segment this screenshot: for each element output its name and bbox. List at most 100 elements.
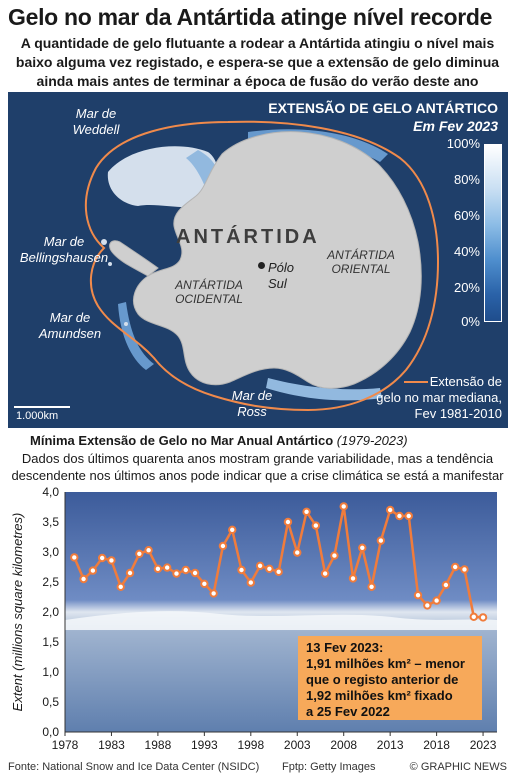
- median-extent-key: Extensão de gelo no mar mediana, Fev 198…: [368, 374, 502, 422]
- label-south-pole: Pólo Sul: [268, 260, 294, 292]
- ross-ice: [266, 378, 382, 401]
- x-tick-label: 2003: [284, 738, 311, 752]
- data-point: [385, 505, 395, 515]
- median-key-swatch: [404, 381, 428, 383]
- data-point: [469, 612, 478, 622]
- sea-label-line: Mar de: [231, 388, 273, 403]
- region-label-line: ANTÁRTIDA: [327, 248, 395, 262]
- region-label-line: OCIDENTAL: [175, 292, 243, 306]
- data-point: [348, 574, 358, 583]
- region-label-line: ORIENTAL: [331, 262, 391, 276]
- annotation-line: a 25 Fev 2022: [306, 704, 390, 719]
- ice-floe: [124, 322, 128, 326]
- data-point: [376, 536, 386, 545]
- data-point: [153, 564, 163, 574]
- label-weddell-sea: Mar de Weddell: [56, 106, 136, 138]
- label-ross-sea: Mar de Ross: [212, 388, 292, 420]
- record-low-annotation: 13 Fev 2023: 1,91 milhões km² – menor qu…: [298, 636, 482, 720]
- data-point: [228, 525, 237, 534]
- data-point: [367, 582, 376, 592]
- chart-title-years: (1979-2023): [336, 433, 408, 448]
- sea-label-line: Bellingshausen: [19, 250, 109, 265]
- source-credit: Fonte: National Snow and Ice Data Center…: [8, 761, 260, 773]
- ice-floe: [101, 239, 107, 245]
- antarctica-landmass: [133, 131, 422, 389]
- data-point: [441, 580, 451, 590]
- sea-label-line: Mar de: [49, 310, 91, 325]
- data-point: [125, 568, 135, 578]
- ice-concentration-legend: [484, 144, 502, 322]
- data-point: [70, 553, 79, 562]
- west-coast-ice: [118, 302, 154, 370]
- data-point: [274, 567, 283, 577]
- data-point: [162, 563, 172, 572]
- data-point: [246, 578, 256, 587]
- data-point: [413, 591, 423, 600]
- data-point: [209, 589, 218, 598]
- data-point: [339, 502, 348, 511]
- data-point: [395, 511, 404, 521]
- label-bellingshausen-sea: Mar de Bellingshausen: [10, 234, 118, 266]
- data-point: [107, 556, 116, 565]
- chart-description: Dados dos últimos quarenta anos mostram …: [0, 450, 515, 484]
- legend-label: 20%: [453, 280, 480, 295]
- y-tick-label: 3,0: [42, 545, 59, 559]
- sea-ice-extent-chart: 0,0 0,5 1,0 1,5 2,0 2,5 3,0 3,5 4,0 1978 1983 1988…: [10, 485, 497, 752]
- median-key-line: gelo no mar mediana,: [376, 390, 502, 405]
- y-tick-label: 2,0: [42, 605, 59, 619]
- data-point: [302, 507, 311, 516]
- pole-label-line: Sul: [268, 276, 287, 291]
- data-point: [172, 569, 181, 578]
- legend-label: 100%: [446, 136, 480, 151]
- x-tick-label: 1983: [98, 738, 125, 752]
- median-key-line: Fev 1981-2010: [414, 406, 502, 421]
- x-tick-label: 2013: [377, 738, 404, 752]
- data-point: [255, 561, 265, 571]
- y-tick-label: 1,0: [42, 665, 59, 679]
- data-point: [135, 549, 144, 559]
- data-point: [218, 541, 228, 551]
- x-tick-label: 2018: [423, 738, 450, 752]
- data-point: [97, 553, 107, 563]
- legend-label: 40%: [453, 244, 480, 259]
- sea-label-line: Amundsen: [38, 326, 102, 341]
- data-point: [237, 565, 246, 575]
- page-subtitle: A quantidade de gelo flutuante a rodear …: [0, 34, 515, 91]
- data-point: [79, 574, 88, 584]
- region-label-line: ANTÁRTIDA: [175, 278, 243, 292]
- subtitle-line: A quantidade de gelo flutuante a rodear …: [20, 35, 495, 51]
- annotation-line: 13 Fev 2023:: [306, 640, 384, 655]
- y-axis: 0,0 0,5 1,0 1,5 2,0 2,5 3,0 3,5 4,0: [42, 485, 66, 739]
- label-amundsen-sea: Mar de Amundsen: [30, 310, 110, 342]
- sea-label-line: Weddell: [72, 122, 120, 137]
- x-axis: 1978 1983 1988 1993 1998 2003 2008 2013 2018 2023: [52, 731, 497, 752]
- chart-desc-line: descendente nos últimos anos pode indica…: [11, 468, 504, 483]
- data-point: [320, 569, 330, 578]
- y-tick-label: 2,5: [42, 575, 59, 589]
- data-point: [358, 543, 367, 552]
- data-point: [200, 579, 209, 589]
- map-scale-bar: [14, 406, 70, 408]
- antarctic-ice-map: EXTENSÃO DE GELO ANTÁRTICO Em Fev 2023 1…: [8, 92, 508, 428]
- data-point: [460, 565, 469, 574]
- legend-label: 80%: [453, 172, 480, 187]
- data-point: [478, 613, 488, 622]
- map-title: EXTENSÃO DE GELO ANTÁRTICO: [268, 100, 498, 116]
- antarctic-peninsula: [109, 240, 159, 277]
- y-tick-label: 4,0: [42, 485, 59, 499]
- annotation-line: que o registo anterior de: [306, 672, 459, 687]
- label-east-antarctica: ANTÁRTIDA ORIENTAL: [318, 248, 404, 276]
- chart-title: Mínima Extensão de Gelo no Mar Anual Ant…: [30, 433, 408, 448]
- scale-label: 1.000km: [16, 410, 59, 422]
- chart-title-main: Mínima Extensão de Gelo no Mar Anual Ant…: [30, 433, 334, 448]
- ice-floe: [108, 262, 112, 266]
- median-key-line: Extensão de: [429, 374, 502, 389]
- label-west-antarctica: ANTÁRTIDA OCIDENTAL: [166, 278, 252, 306]
- legend-label: 0%: [461, 314, 480, 329]
- data-point: [144, 545, 153, 555]
- publisher-credit: © GRAPHIC NEWS: [409, 761, 507, 773]
- data-point: [293, 548, 302, 557]
- sea-label-line: Mar de: [43, 234, 85, 249]
- y-axis-label: Extent (millions square kilometres): [10, 513, 25, 712]
- x-tick-label: 1978: [52, 738, 79, 752]
